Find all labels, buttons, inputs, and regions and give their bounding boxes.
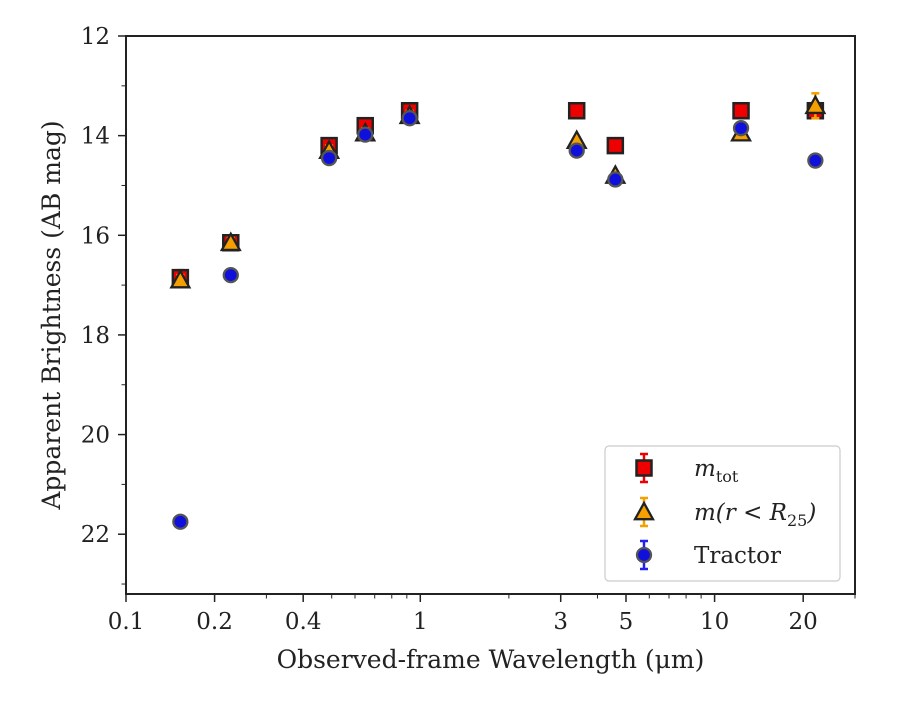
y-tick-label: 12	[81, 24, 110, 50]
y-axis-label: Apparent Brightness (AB mag)	[37, 120, 66, 510]
series-circle	[172, 110, 824, 530]
y-tick-label: 20	[81, 423, 110, 449]
data-point-circle	[807, 152, 824, 169]
data-point-circle	[172, 513, 189, 530]
data-point-circle	[357, 126, 374, 143]
legend: mtot m(r < R25) Tractor	[604, 445, 841, 582]
x-tick-label: 0.1	[108, 609, 145, 635]
legend-marker-triangle	[633, 500, 655, 521]
legend-label: mtot	[694, 456, 739, 486]
data-point-square	[732, 101, 750, 120]
legend-label: m(r < R25)	[694, 500, 816, 530]
y-tick-label: 16	[81, 223, 110, 249]
x-tick-label: 3	[553, 609, 568, 635]
y-tick-label: 18	[81, 323, 110, 349]
data-point-square	[606, 136, 625, 155]
data-point-circle	[568, 142, 585, 159]
data-points	[169, 92, 827, 530]
x-tick-label: 0.2	[196, 609, 233, 635]
legend-label: Tractor	[694, 543, 781, 569]
data-point-triangle	[804, 94, 827, 115]
y-tick-label: 14	[81, 124, 110, 150]
data-point-triangle	[169, 268, 192, 289]
data-point-circle	[607, 171, 624, 188]
data-point-square	[567, 101, 586, 120]
data-point-circle	[320, 149, 338, 167]
x-tick-label: 1	[413, 609, 428, 635]
axis-ticks: 0.1 0.2 0.4 1 3 5 10 20 12 14 16 18 20 22	[81, 24, 856, 635]
x-tick-label: 20	[789, 609, 818, 635]
legend-box	[604, 445, 841, 582]
x-tick-label: 10	[700, 609, 729, 635]
plot-area-frame	[125, 35, 856, 595]
series-square	[171, 101, 825, 287]
x-tick-label: 5	[619, 609, 634, 635]
data-point-circle	[732, 120, 750, 137]
legend-marker-square	[635, 459, 653, 477]
x-tick-label: 0.4	[285, 609, 322, 635]
data-point-circle	[401, 110, 418, 127]
x-axis-label: Observed-frame Wavelength (μm)	[277, 645, 705, 674]
y-tick-label: 22	[81, 522, 110, 548]
legend-marker-circle	[635, 546, 653, 564]
data-point-circle	[222, 266, 239, 284]
series-triangle	[169, 92, 827, 289]
data-point-triangle	[219, 231, 242, 252]
